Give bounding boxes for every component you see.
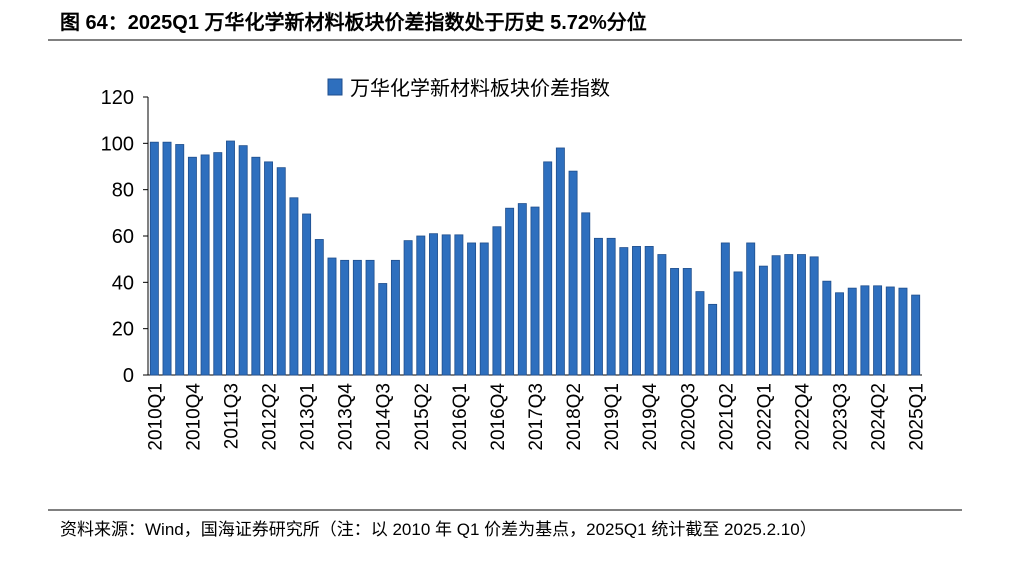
bar: [632, 246, 641, 376]
bar: [340, 259, 350, 376]
bar: [619, 247, 629, 376]
x-tick-label: 2022Q4: [792, 383, 813, 451]
bar: [670, 268, 680, 376]
x-tick-label: 2018Q2: [564, 383, 585, 451]
bar: [213, 152, 223, 376]
bar: [492, 226, 502, 376]
x-tick-label: 2023Q3: [831, 383, 852, 451]
bar: [505, 207, 515, 376]
bar: [644, 246, 654, 376]
bar: [467, 242, 477, 376]
bar: [809, 256, 819, 376]
bar: [454, 234, 464, 376]
bar: [733, 271, 743, 376]
bar: [314, 239, 324, 376]
source-note: 资料来源：Wind，国海证券研究所（注：以 2010 年 Q1 价差为基点，20…: [60, 520, 817, 539]
bar: [517, 203, 527, 376]
bar: [593, 237, 603, 376]
x-tick-label: 2019Q1: [602, 383, 623, 451]
bar: [873, 285, 883, 376]
x-tick-label: 2025Q1: [907, 383, 928, 451]
y-tick-label: 0: [123, 365, 134, 387]
bar: [149, 141, 159, 376]
bar: [530, 206, 540, 376]
x-tick-label: 2016Q4: [488, 383, 509, 451]
x-tick-label: 2010Q1: [145, 383, 166, 451]
bar: [479, 242, 489, 376]
x-tick-label: 2021Q2: [716, 383, 737, 451]
bar: [796, 254, 806, 376]
bar: [365, 259, 375, 376]
y-tick-label: 120: [101, 87, 134, 109]
x-tick-label: 2024Q2: [869, 383, 890, 451]
bar: [289, 197, 299, 376]
bar: [378, 283, 388, 376]
bar: [555, 147, 565, 376]
bar: [568, 170, 578, 376]
x-tick-label: 2020Q3: [678, 383, 699, 451]
bar: [657, 254, 667, 376]
x-tick-label: 2013Q1: [298, 383, 319, 451]
x-tick-label: 2019Q4: [640, 383, 661, 451]
bar: [898, 287, 908, 376]
chart-title: 图 64：2025Q1 万华化学新材料板块价差指数处于历史 5.72%分位: [60, 12, 647, 34]
x-tick-label: 2017Q3: [526, 383, 547, 451]
x-tick-label: 2022Q1: [754, 383, 775, 451]
y-tick-label: 100: [101, 133, 134, 155]
bar: [543, 161, 553, 376]
bar: [606, 237, 616, 376]
bar: [860, 285, 870, 376]
bar: [746, 242, 756, 376]
x-tick-label: 2011Q3: [221, 383, 242, 449]
bar: [403, 240, 413, 376]
legend-label: 万华化学新材料板块价差指数: [350, 77, 610, 100]
bar: [162, 141, 172, 376]
bar: [720, 242, 730, 376]
x-tick-label: 2012Q2: [260, 383, 281, 451]
bar: [682, 268, 692, 376]
bar: [835, 292, 844, 376]
bar: [911, 294, 921, 376]
x-tick-label: 2015Q2: [412, 383, 433, 451]
bar: [885, 286, 895, 376]
bar: [758, 265, 768, 376]
y-tick-label: 80: [112, 180, 134, 202]
bar: [390, 259, 400, 376]
bar: [276, 167, 286, 376]
y-tick-label: 60: [112, 226, 134, 248]
y-tick-label: 20: [112, 319, 134, 341]
x-tick-label: 2016Q1: [450, 383, 471, 451]
bar: [226, 140, 235, 376]
bar: [175, 144, 185, 376]
bar: [771, 255, 781, 376]
bar: [822, 280, 832, 376]
bar: [429, 233, 438, 376]
bar: [238, 145, 248, 376]
bar: [847, 287, 857, 376]
x-tick-label: 2014Q3: [374, 383, 395, 451]
bar: [695, 291, 705, 376]
bar: [200, 154, 210, 376]
bar: [264, 161, 274, 376]
legend-swatch: [327, 78, 343, 96]
bar: [581, 212, 591, 376]
bar: [187, 156, 197, 376]
bar: [302, 213, 312, 376]
bar: [352, 259, 362, 376]
bar: [784, 254, 794, 376]
x-tick-label: 2010Q4: [183, 383, 204, 451]
bar: [441, 234, 451, 376]
bar: [416, 235, 426, 376]
bar: [327, 257, 337, 376]
bar: [708, 303, 718, 376]
y-tick-label: 40: [112, 272, 134, 294]
x-tick-label: 2013Q4: [336, 383, 357, 451]
bar: [251, 156, 261, 376]
